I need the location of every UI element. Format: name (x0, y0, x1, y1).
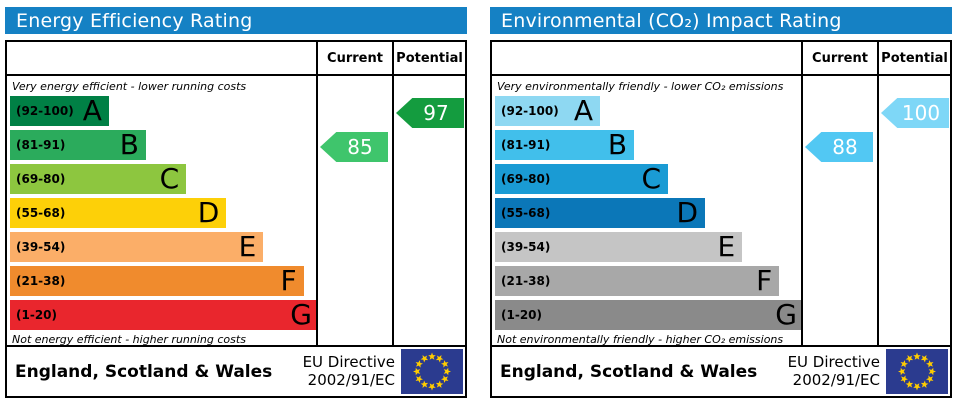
band-row-g: (1-20) G (10, 300, 316, 330)
band-letter: F (756, 266, 773, 296)
eu-directive-line2: 2002/91/EC (307, 370, 395, 389)
band-letter: C (159, 164, 180, 194)
potential-column-header: Potential (392, 42, 465, 76)
current-rating-value: 88 (832, 135, 858, 159)
potential-column-header: Potential (877, 42, 950, 76)
band-range: (55-68) (501, 206, 551, 220)
bands-column: Very environmentally friendly - lower CO… (492, 76, 801, 345)
current-arrow: 85 (320, 132, 388, 162)
eu-flag-icon (886, 349, 948, 394)
band-row-e: (39-54) E (495, 232, 743, 262)
panel-footer: England, Scotland & Wales EU Directive 2… (492, 345, 950, 396)
region-label: England, Scotland & Wales (500, 361, 758, 382)
band-range: (81-91) (16, 138, 66, 152)
band-letter: E (238, 232, 257, 262)
band-row-c: (69-80) C (10, 164, 187, 194)
band-range: (39-54) (501, 240, 551, 254)
current-arrow: 88 (805, 132, 873, 162)
band-row-g: (1-20) G (495, 300, 801, 330)
band-letter: D (197, 198, 220, 228)
panel-title: Environmental (CO₂) Impact Rating (501, 9, 842, 32)
bottom-note: Not environmentally friendly - higher CO… (497, 333, 784, 346)
band-row-d: (55-68) D (495, 198, 706, 228)
environmental-impact-panel: Environmental (CO₂) Impact Rating Curren… (490, 7, 952, 398)
eu-directive-line2: 2002/91/EC (792, 370, 880, 389)
band-row-d: (55-68) D (10, 198, 227, 228)
current-column-header: Current (316, 42, 392, 76)
rating-table: Current Potential Very energy efficient … (5, 40, 467, 398)
top-note: Very environmentally friendly - lower CO… (497, 80, 784, 93)
rating-table: Current Potential Very environmentally f… (490, 40, 952, 398)
band-letter: D (676, 198, 699, 228)
band-letter: A (573, 96, 594, 126)
eu-directive-line1: EU Directive (302, 352, 395, 371)
energy-efficiency-panel: Energy Efficiency Rating Current Potenti… (5, 7, 467, 398)
region-label: England, Scotland & Wales (15, 361, 273, 382)
potential-arrow: 97 (396, 98, 464, 128)
band-letter: C (641, 164, 662, 194)
band-letter: G (775, 300, 797, 330)
band-range: (92-100) (501, 104, 559, 118)
band-range: (69-80) (16, 172, 66, 186)
band-range: (92-100) (16, 104, 74, 118)
potential-rating-value: 100 (901, 101, 941, 125)
current-column: 85 (316, 76, 392, 345)
band-row-f: (21-38) F (10, 266, 304, 296)
top-note: Very energy efficient - lower running co… (12, 80, 247, 93)
band-letter: A (82, 96, 102, 126)
potential-column: 100 (877, 76, 950, 345)
potential-rating-value: 97 (423, 101, 449, 125)
band-row-b: (81-91) B (10, 130, 146, 160)
band-range: (55-68) (16, 206, 66, 220)
band-range: (69-80) (501, 172, 551, 186)
bottom-note: Not energy efficient - higher running co… (12, 333, 246, 346)
band-letter: F (280, 266, 297, 296)
current-column-header: Current (801, 42, 877, 76)
band-row-a: (92-100) A (10, 96, 109, 126)
band-letter: B (607, 130, 628, 160)
bands-column: Very energy efficient - lower running co… (7, 76, 316, 345)
potential-column: 97 (392, 76, 465, 345)
current-rating-value: 85 (347, 135, 373, 159)
band-row-f: (21-38) F (495, 266, 780, 296)
eu-directive-line1: EU Directive (787, 352, 880, 371)
band-row-b: (81-91) B (495, 130, 635, 160)
potential-arrow: 100 (881, 98, 949, 128)
band-row-a: (92-100) A (495, 96, 601, 126)
band-range: (21-38) (16, 274, 66, 288)
band-range: (1-20) (16, 308, 57, 322)
eu-directive-label: EU Directive 2002/91/EC (302, 352, 401, 389)
panel-title: Energy Efficiency Rating (16, 9, 253, 32)
band-row-c: (69-80) C (495, 164, 669, 194)
band-letter: E (717, 232, 736, 262)
panel-title-band: Energy Efficiency Rating (5, 7, 467, 34)
band-letter: G (290, 300, 312, 330)
panel-footer: England, Scotland & Wales EU Directive 2… (7, 345, 465, 396)
band-letter: B (119, 130, 139, 160)
band-range: (39-54) (16, 240, 66, 254)
eu-directive-label: EU Directive 2002/91/EC (787, 352, 886, 389)
band-row-e: (39-54) E (10, 232, 264, 262)
band-range: (1-20) (501, 308, 542, 322)
band-range: (81-91) (501, 138, 551, 152)
band-range: (21-38) (501, 274, 551, 288)
panel-title-band: Environmental (CO₂) Impact Rating (490, 7, 952, 34)
current-column: 88 (801, 76, 877, 345)
header-spacer (7, 42, 316, 76)
header-spacer (492, 42, 801, 76)
eu-flag-icon (401, 349, 463, 394)
